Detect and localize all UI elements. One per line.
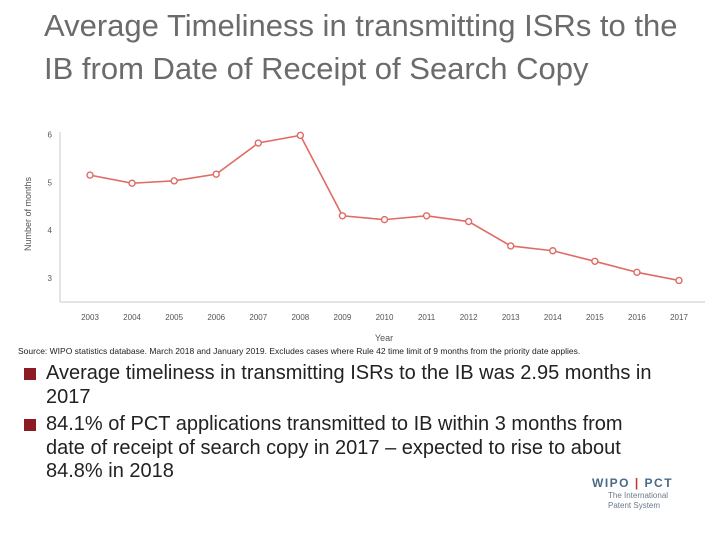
slide-title: Average Timeliness in transmitting ISRs … bbox=[44, 8, 678, 86]
logo-tagline: The International Patent System bbox=[608, 491, 669, 510]
x-tick-label: 2011 bbox=[418, 313, 436, 322]
data-point bbox=[86, 171, 94, 179]
data-point bbox=[296, 131, 305, 140]
data-point bbox=[591, 257, 599, 265]
y-tick-label: 4 bbox=[48, 226, 53, 235]
x-tick-label: 2003 bbox=[81, 313, 99, 322]
data-point bbox=[464, 217, 473, 226]
data-point bbox=[128, 179, 136, 187]
timeliness-line-chart: 3 4 5 6 2003 2004 2005 2006 2007 2008 2009 2010 201… bbox=[23, 130, 705, 343]
bullet-list: Average timeliness in transmitting ISRs … bbox=[24, 362, 664, 488]
data-point bbox=[212, 170, 220, 178]
bullet-square-icon bbox=[24, 419, 36, 431]
x-tick-label: 2016 bbox=[628, 313, 646, 322]
y-tick-label: 3 bbox=[48, 274, 53, 283]
y-axis-label: Number of months bbox=[23, 176, 33, 251]
data-point bbox=[507, 242, 515, 250]
bullet-item: 84.1% of PCT applications transmitted to… bbox=[24, 413, 664, 484]
logo-wordmark: WIPO | PCT bbox=[592, 476, 674, 490]
bullet-text: Average timeliness in transmitting ISRs … bbox=[46, 362, 652, 408]
data-point bbox=[633, 268, 641, 277]
series-line bbox=[89, 134, 680, 282]
x-tick-label: 2014 bbox=[544, 313, 562, 322]
bullet-item: Average timeliness in transmitting ISRs … bbox=[24, 362, 664, 409]
x-tick-label: 2004 bbox=[123, 313, 141, 322]
x-tick-label: 2008 bbox=[291, 313, 309, 322]
x-tick-label: 2007 bbox=[249, 313, 267, 322]
wipo-pct-logo: WIPO | PCT The International Patent Syst… bbox=[592, 476, 692, 516]
data-point bbox=[338, 212, 347, 220]
y-tick-label: 6 bbox=[48, 130, 53, 139]
x-tick-label: 2010 bbox=[376, 313, 394, 322]
x-tick-label: 2006 bbox=[207, 313, 225, 322]
x-tick-label: 2013 bbox=[502, 313, 520, 322]
y-tick-label: 5 bbox=[48, 178, 53, 187]
source-note: Source: WIPO statistics database. March … bbox=[18, 346, 581, 356]
x-tick-label: 2015 bbox=[586, 313, 604, 322]
data-point bbox=[422, 212, 431, 220]
bullet-square-icon bbox=[24, 368, 36, 380]
data-point bbox=[549, 247, 557, 255]
x-tick-label: 2009 bbox=[334, 313, 352, 322]
x-axis-label: Year bbox=[375, 333, 393, 343]
bullet-text: 84.1% of PCT applications transmitted to… bbox=[46, 413, 623, 482]
x-tick-label: 2012 bbox=[460, 313, 478, 322]
data-point bbox=[254, 139, 262, 147]
x-tick-label: 2017 bbox=[670, 313, 688, 322]
data-point bbox=[675, 276, 683, 285]
data-point bbox=[380, 215, 389, 224]
data-point bbox=[170, 177, 178, 185]
x-tick-label: 2005 bbox=[165, 313, 183, 322]
